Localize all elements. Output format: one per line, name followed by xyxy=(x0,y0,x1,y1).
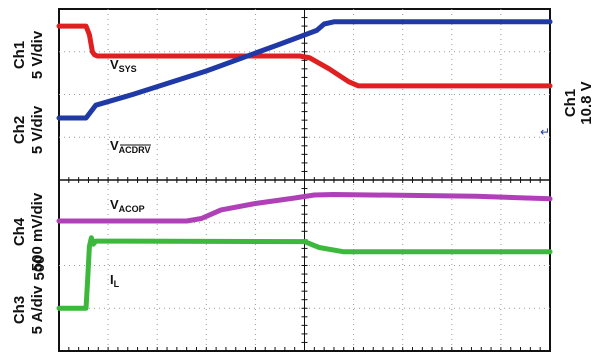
right-level-label: 10.8 V xyxy=(578,81,595,124)
ch3-label: Ch35 A/div xyxy=(11,285,46,334)
return-arrow-marker: ↵ xyxy=(540,125,550,139)
label-il: IL xyxy=(110,272,120,289)
label-vacop: VACOP xyxy=(110,197,145,214)
trace-vacop xyxy=(56,192,553,224)
label-vacdrv: VACDRV xyxy=(110,138,151,155)
ch2-label: Ch25 V/div xyxy=(11,105,46,154)
trace-vsys xyxy=(56,23,553,89)
ch4-label: Ch4500 mV/div xyxy=(11,192,46,271)
trace-il xyxy=(56,235,553,311)
label-vsys: VSYS xyxy=(110,57,137,74)
trace-labels: VSYS VACDRV VACOP IL xyxy=(110,57,151,289)
waveform-traces xyxy=(56,19,553,311)
ch1-label-name: Ch15 V/div xyxy=(11,30,46,79)
trace-vacdrv xyxy=(56,19,553,121)
graticule xyxy=(58,8,551,351)
ch4-offset-label: 500 xyxy=(31,255,48,280)
right-ch1-label: Ch1 xyxy=(562,89,579,117)
